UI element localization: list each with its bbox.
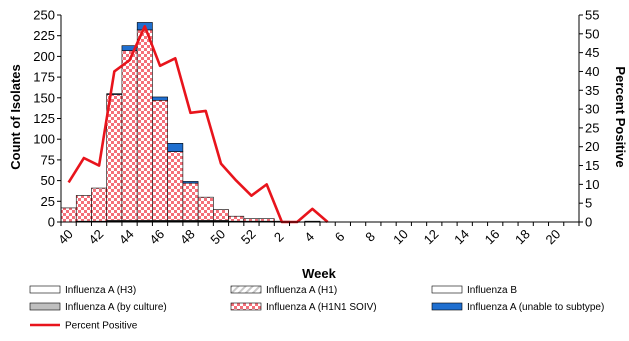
legend-label-series-1: Influenza A (H1) [266,285,337,296]
legend-swatch-series-2 [431,285,463,294]
legend-label-series-2: Influenza B [467,285,517,296]
y-right-tick-label: 50 [585,26,599,41]
x-tick-label: 8 [362,229,378,245]
y-right-tick-label: 20 [585,139,599,154]
bar-week-52-series-4 [243,218,260,222]
legend-swatch-series-5 [431,302,463,311]
y-left-tick-label: 250 [33,8,55,23]
y-left-tick-label: 50 [41,173,55,188]
bar-week-47-series-4 [167,151,184,221]
bar-week-45-series-4 [136,29,153,221]
x-tick-label: 40 [55,226,76,247]
x-tick-label: 20 [543,226,564,247]
y-left-tick-label: 175 [33,70,55,85]
x-tick-label: 42 [85,226,106,247]
x-tick-label: 46 [146,226,167,247]
legend-swatch-series-4 [230,302,262,311]
y-right-tick-label: 55 [585,8,599,23]
x-tick-label: 52 [238,226,259,247]
y-axis-right-title: Percent Positive [613,66,628,167]
x-tick-label: 2 [271,229,287,245]
x-tick-label: 48 [177,226,198,247]
bar-week-44-series-4 [121,50,138,221]
bar-week-49-series-4 [197,196,214,221]
y-left-tick-label: 100 [33,132,55,147]
x-tick-label: 6 [332,229,348,245]
bar-week-41-series-4 [75,195,92,222]
bar-week-46-series-5 [152,96,168,101]
legend-label-percent-positive: Percent Positive [65,321,138,332]
legend-label-series-3: Influenza A (by culture) [65,302,167,313]
bar-week-42-series-4 [91,187,108,222]
y-left-tick-label: 75 [41,152,55,167]
y-axis-left-title: Count of Isolates [8,64,23,169]
bar-week-48-series-4 [182,182,199,221]
y-right-tick-label: 25 [585,120,599,135]
bars-layer [60,22,321,223]
bar-week-50-series-4 [213,209,229,221]
bar-week-43-series-4 [106,94,123,221]
bar-week-47-series-5 [167,143,184,152]
x-tick-label: 14 [451,226,472,247]
y-right-tick-label: 45 [585,45,599,60]
bar-week-1-series-4 [258,218,275,222]
y-left-tick-label: 125 [33,111,55,126]
y-left-tick-label: 25 [41,194,55,209]
legend-label-series-4: Influenza A (H1N1 SOIV) [266,302,377,313]
y-right-tick-label: 10 [585,177,599,192]
bar-week-40-series-4 [60,207,77,223]
y-left-tick-label: 225 [33,28,55,43]
legend: Influenza A (H3) Influenza A (H1) Influenz… [29,285,604,332]
y-left-tick-label: 0 [48,215,55,230]
x-tick-label: 50 [207,226,228,247]
y-right-tick-label: 30 [585,102,599,117]
y-right-tick-label: 5 [585,196,592,211]
y-left-tick-label: 200 [33,49,55,64]
bar-week-48-series-5 [182,181,199,184]
x-tick-label: 44 [116,226,137,247]
y-right-tick-label: 35 [585,83,599,98]
legend-label-series-5: Influenza A (unable to subtype) [467,302,604,313]
x-tick-label: 10 [390,226,411,247]
x-tick-label: 18 [512,226,533,247]
legend-label-series-0: Influenza A (H3) [65,285,136,296]
x-axis-title: Week [302,266,336,281]
x-tick-label: 12 [421,226,442,247]
y-right-tick-label: 0 [585,215,592,230]
x-tick-label: 4 [301,229,317,245]
legend-swatch-series-0 [29,285,61,294]
y-right-tick-label: 15 [585,158,599,173]
y-right-tick-label: 40 [585,64,599,79]
bar-week-43-series-5 [106,93,123,95]
bar-week-46-series-4 [152,99,168,221]
y-left-tick-label: 150 [33,90,55,105]
legend-swatch-series-1 [230,285,262,294]
legend-swatch-series-3 [29,302,61,311]
bar-week-51-series-4 [228,215,245,222]
x-tick-label: 16 [482,226,503,247]
